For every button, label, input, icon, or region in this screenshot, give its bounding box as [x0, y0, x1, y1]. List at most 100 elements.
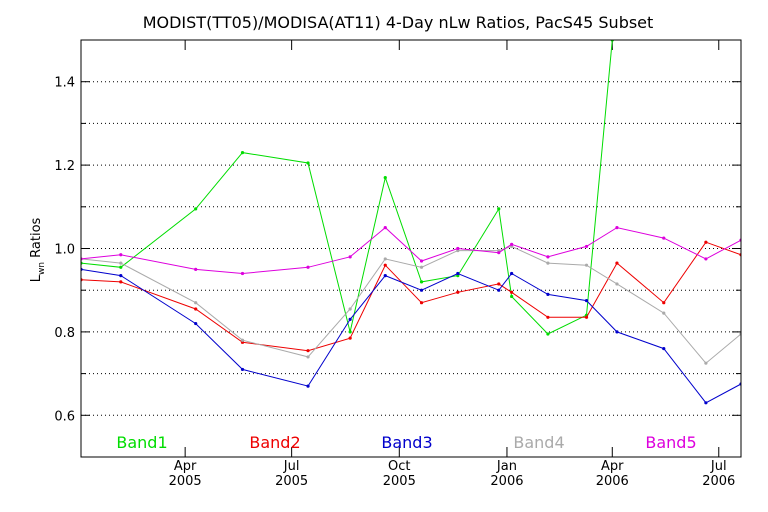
data-point — [119, 274, 123, 278]
x-tick-label-month: Jul — [283, 459, 300, 474]
data-point — [306, 384, 310, 388]
data-point — [546, 332, 550, 336]
data-point — [510, 294, 514, 299]
data-point — [615, 226, 619, 230]
y-tick-label: 1.0 — [54, 243, 75, 258]
data-point — [383, 274, 387, 278]
data-point — [546, 292, 550, 296]
x-tick-label-year: 2005 — [169, 474, 202, 489]
data-point — [240, 367, 245, 372]
data-point — [419, 288, 424, 292]
data-point — [704, 361, 708, 365]
data-point — [419, 265, 424, 269]
x-tick-label-month: Oct — [388, 459, 410, 474]
data-point — [456, 290, 460, 294]
legend-item-band3: Band3 — [381, 433, 432, 452]
data-point — [119, 261, 123, 265]
series-line — [81, 245, 741, 364]
series-band4 — [81, 244, 741, 365]
x-tick-label-year: 2006 — [596, 474, 629, 489]
grid-lines — [81, 81, 741, 416]
legend-item-band1: Band1 — [116, 433, 167, 452]
data-point — [119, 280, 123, 284]
data-point — [383, 257, 387, 261]
data-point — [194, 307, 198, 311]
data-point — [383, 263, 387, 267]
data-point — [383, 226, 387, 230]
x-tick-label-year: 2005 — [383, 474, 416, 489]
data-point — [584, 315, 589, 319]
plot-frame — [80, 39, 742, 458]
data-point — [497, 251, 501, 255]
data-point — [194, 267, 198, 271]
data-point — [704, 257, 708, 261]
data-point — [662, 311, 666, 315]
data-point — [510, 271, 514, 276]
data-point — [348, 255, 352, 259]
data-point — [510, 242, 514, 246]
x-axis: Apr2005Jul2005Oct2005Jan2006Apr2006Jul20… — [169, 40, 735, 489]
data-point — [497, 288, 501, 292]
series-band1 — [81, 40, 614, 336]
data-point — [348, 336, 352, 340]
x-tick-label-month: Apr — [601, 459, 624, 474]
x-tick-label-month: Jul — [710, 459, 727, 474]
data-point — [383, 176, 387, 180]
y-axis-label-main: L — [29, 274, 44, 282]
series-line — [81, 268, 741, 404]
data-point — [546, 255, 550, 259]
data-point — [194, 207, 198, 211]
data-point — [194, 321, 198, 326]
data-point — [419, 280, 424, 284]
data-point — [194, 301, 198, 305]
legend-item-band4: Band4 — [513, 433, 564, 452]
data-point — [456, 246, 460, 251]
y-tick-label: 1.2 — [54, 159, 75, 174]
data-point — [348, 317, 352, 321]
y-tick-label: 0.6 — [54, 409, 75, 424]
data-point — [306, 161, 310, 165]
x-tick-label-month: Jan — [496, 459, 517, 474]
data-point — [456, 271, 460, 276]
data-point — [584, 299, 589, 303]
data-point — [704, 240, 708, 244]
y-tick-label: 0.8 — [54, 326, 75, 341]
data-point — [419, 301, 424, 305]
data-point — [615, 261, 619, 265]
series-band2 — [81, 240, 741, 353]
data-point — [662, 346, 666, 351]
series-band3 — [81, 267, 741, 405]
data-point — [306, 265, 310, 269]
data-point — [419, 259, 424, 263]
data-point — [704, 401, 708, 405]
chart-title: MODIST(TT05)/MODISA(AT11) 4-Day nLw Rati… — [143, 13, 654, 32]
y-tick-label: 1.4 — [54, 76, 75, 91]
data-point — [546, 261, 550, 265]
data-point — [119, 253, 123, 257]
x-tick-label-year: 2006 — [490, 474, 523, 489]
data-point — [584, 263, 589, 267]
x-tick-label-year: 2005 — [275, 474, 308, 489]
data-point — [662, 236, 666, 240]
data-point — [240, 271, 245, 276]
series-line — [81, 40, 613, 335]
data-point — [584, 244, 589, 249]
y-axis-label-subscript: wn — [37, 262, 47, 275]
legend: Band1 Band2 Band3 Band4 Band5 — [116, 433, 696, 452]
data-point — [306, 349, 310, 353]
plot-series — [81, 40, 741, 405]
data-point — [662, 301, 666, 305]
data-point — [306, 355, 310, 359]
data-point — [119, 265, 123, 269]
data-point — [497, 282, 501, 286]
legend-item-band5: Band5 — [645, 433, 696, 452]
y-axis-label: Lwn Ratios — [29, 217, 47, 282]
data-point — [497, 207, 501, 211]
x-tick-label-month: Apr — [174, 459, 197, 474]
data-point — [615, 282, 619, 286]
data-point — [348, 307, 352, 311]
x-tick-label-year: 2006 — [702, 474, 735, 489]
data-point — [546, 315, 550, 319]
data-point — [240, 338, 245, 342]
